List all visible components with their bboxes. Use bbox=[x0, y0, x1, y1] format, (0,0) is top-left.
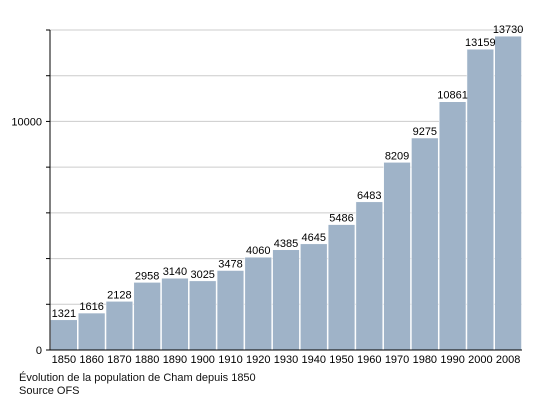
x-tick-label: 2000 bbox=[468, 354, 492, 366]
grid-lines bbox=[50, 29, 522, 305]
data-label: 4645 bbox=[302, 232, 326, 244]
x-tick-label: 1850 bbox=[52, 354, 76, 366]
axes bbox=[46, 29, 522, 351]
data-label: 5486 bbox=[329, 213, 353, 225]
data-label: 9275 bbox=[413, 126, 437, 138]
data-label: 4060 bbox=[246, 245, 270, 257]
x-tick-label: 1940 bbox=[302, 354, 326, 366]
bar bbox=[355, 201, 383, 351]
bar bbox=[216, 270, 245, 351]
bar bbox=[78, 312, 106, 351]
x-tick-label: 1950 bbox=[329, 354, 353, 366]
data-label: 4385 bbox=[274, 238, 298, 250]
bar bbox=[50, 319, 78, 351]
data-label: 13159 bbox=[465, 37, 496, 49]
data-label: 3140 bbox=[163, 266, 187, 278]
bar bbox=[466, 48, 494, 351]
data-label: 13730 bbox=[493, 24, 524, 36]
data-label: 6483 bbox=[357, 190, 381, 202]
bar bbox=[161, 277, 189, 351]
y-tick-label: 10000 bbox=[11, 116, 42, 128]
data-label: 2128 bbox=[107, 289, 131, 301]
x-tick-label: 1970 bbox=[385, 354, 409, 366]
bar bbox=[494, 35, 522, 351]
bar bbox=[411, 137, 439, 351]
bars bbox=[50, 35, 522, 351]
bar bbox=[244, 256, 272, 351]
x-tick-label: 1990 bbox=[440, 354, 464, 366]
x-tick-label: 2008 bbox=[496, 354, 520, 366]
bar bbox=[300, 243, 328, 351]
x-tick-label: 1870 bbox=[107, 354, 131, 366]
data-label: 3478 bbox=[218, 259, 242, 271]
bar bbox=[105, 301, 134, 351]
bar bbox=[383, 162, 411, 351]
x-tick-label: 1980 bbox=[413, 354, 437, 366]
bar bbox=[327, 224, 356, 351]
x-tick-label: 1860 bbox=[79, 354, 103, 366]
data-label: 1321 bbox=[52, 308, 76, 320]
bar bbox=[438, 101, 467, 351]
data-label: 3025 bbox=[190, 269, 214, 281]
y-tick-label: 0 bbox=[36, 345, 42, 357]
x-tick-label: 1900 bbox=[190, 354, 214, 366]
chart-caption: Évolution de la population de Cham depui… bbox=[19, 372, 256, 384]
data-label: 10861 bbox=[437, 90, 468, 102]
x-tick-label: 1910 bbox=[218, 354, 242, 366]
x-tick-label: 1880 bbox=[135, 354, 159, 366]
x-tick-label: 1930 bbox=[274, 354, 298, 366]
bar bbox=[133, 282, 161, 351]
data-label: 1616 bbox=[79, 301, 103, 313]
data-label: 8209 bbox=[385, 150, 409, 162]
x-tick-label: 1960 bbox=[357, 354, 381, 366]
bar bbox=[189, 280, 217, 351]
bar bbox=[272, 249, 300, 351]
x-tick-label: 1920 bbox=[246, 354, 270, 366]
data-label: 2958 bbox=[135, 270, 159, 282]
chart-source: Source OFS bbox=[19, 385, 80, 397]
x-tick-label: 1890 bbox=[163, 354, 187, 366]
